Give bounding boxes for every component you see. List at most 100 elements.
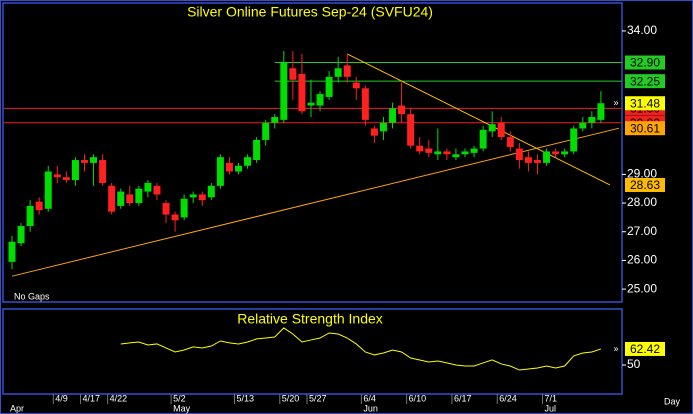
y-tick-label: 26.00 — [627, 253, 657, 267]
x-tick-label: 6/10 — [409, 393, 427, 403]
candle-body — [379, 122, 387, 132]
candle-body — [171, 214, 179, 221]
level-label-box — [625, 74, 665, 89]
candle-body — [524, 157, 532, 163]
trendline-label-box — [625, 177, 665, 192]
candle-body — [389, 108, 397, 123]
candle-body — [180, 198, 188, 218]
candle-body — [461, 151, 469, 155]
candle-body — [488, 124, 496, 132]
level-label: 32.90 — [630, 56, 660, 70]
candle-body — [80, 160, 88, 163]
x-tick-label: 5/2 — [173, 393, 186, 403]
candle-body — [497, 122, 505, 138]
candle-body — [552, 151, 560, 155]
x-tick-label: 4/9 — [55, 393, 68, 403]
trendline-label-box — [625, 121, 665, 136]
candle-body — [225, 162, 233, 172]
candle-body — [370, 128, 378, 136]
candle-body — [253, 139, 261, 161]
y-tick-label: 29.00 — [627, 167, 657, 181]
candle-body — [289, 68, 297, 80]
candle-body — [561, 151, 569, 155]
candle-body — [570, 128, 578, 152]
candle-body — [153, 185, 161, 195]
candle-body — [90, 157, 98, 163]
x-tick-label: 4/17 — [82, 393, 100, 403]
candle-body — [144, 182, 152, 192]
candle-body — [262, 122, 270, 140]
y-tick-label: 50 — [627, 357, 641, 371]
candle-body — [117, 191, 125, 206]
y-tick-label: 34.00 — [627, 23, 657, 37]
month-label: May — [173, 403, 191, 413]
x-tick-label: 6/17 — [454, 393, 472, 403]
candle-body — [343, 65, 351, 77]
last-price-label-box — [625, 96, 665, 111]
candle-body — [244, 157, 252, 166]
rsi-last-label: 62.42 — [630, 342, 660, 356]
last-price-label: 31.48 — [630, 96, 660, 110]
x-tick-label: 5/13 — [237, 393, 255, 403]
candle-body — [44, 171, 52, 209]
x-tick-label: 6/24 — [499, 393, 517, 403]
candle-body — [71, 160, 79, 181]
candle-body — [216, 157, 224, 186]
candle-body — [108, 185, 116, 212]
candle-body — [533, 160, 541, 163]
x-tick-label: 6/4 — [363, 393, 376, 403]
month-label: Jun — [363, 403, 378, 413]
x-tick-label: 5/20 — [282, 393, 300, 403]
candle-body — [506, 137, 514, 148]
candle-body — [62, 177, 70, 181]
candle-body — [189, 194, 197, 198]
candle-body — [579, 122, 587, 129]
candle-body — [515, 148, 523, 161]
candle-body — [316, 94, 324, 106]
candle-body — [588, 117, 596, 123]
candle-body — [597, 103, 605, 120]
rsi-line — [120, 327, 602, 371]
trendline-label: 28.63 — [630, 178, 660, 192]
candle-body — [307, 102, 315, 106]
candle-body — [26, 205, 34, 226]
candle-body — [470, 148, 478, 153]
candle-body — [99, 160, 107, 183]
candle-body — [35, 201, 43, 211]
candle-body — [8, 241, 16, 262]
candle-body — [162, 203, 170, 215]
rsi-panel — [2, 308, 623, 395]
trendline — [346, 53, 611, 186]
last-arrow: » — [613, 98, 618, 108]
candle-body — [17, 225, 25, 244]
x-tick-label: 7/1 — [545, 393, 558, 403]
candle-body — [325, 76, 333, 97]
y-tick-label: 27.00 — [627, 224, 657, 238]
candle-body — [235, 165, 242, 172]
candle-body — [425, 148, 433, 153]
candle-body — [271, 117, 279, 123]
trendline-label: 30.61 — [630, 121, 660, 135]
candle-body — [443, 151, 451, 155]
candle-body — [298, 73, 306, 112]
candle-body — [207, 185, 215, 198]
level-label-box — [625, 55, 665, 70]
y-tick-label: 28.00 — [627, 195, 657, 209]
candle-body — [361, 88, 369, 120]
candle-body — [198, 194, 206, 201]
candle-body — [434, 151, 442, 155]
level-label: 32.25 — [630, 74, 660, 88]
month-label: Apr — [10, 403, 24, 413]
candle-body — [280, 62, 288, 120]
y-tick-label: 25.00 — [627, 281, 657, 295]
chart-title: Silver Online Futures Sep-24 (SVFU24) — [187, 4, 433, 20]
x-tick-label: 4/22 — [110, 393, 128, 403]
candle-body — [452, 154, 460, 158]
candle-body — [416, 145, 424, 152]
rsi-title: Relative Strength Index — [237, 311, 383, 327]
candle-body — [53, 174, 61, 178]
candle-body — [543, 151, 551, 163]
period-label: Day — [664, 396, 681, 406]
last-arrow: » — [613, 343, 618, 353]
